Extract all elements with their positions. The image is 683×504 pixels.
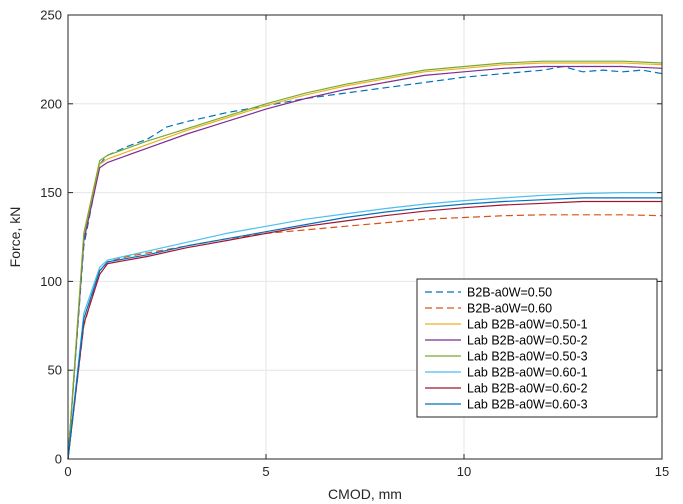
series-line-7 [67,200,662,460]
y-tick-label: 100 [40,274,62,289]
y-axis-label: Force, kN [7,207,23,268]
series-line-5 [67,60,663,460]
legend-label: Lab B2B-a0W=0.50-3 [467,350,588,364]
series-line-8 [67,197,662,460]
x-axis-label: CMOD, mm [328,486,402,502]
legend-label: B2B-a0W=0.50 [467,286,552,300]
series-line-6 [67,192,662,460]
series-line-1 [67,65,663,460]
y-tick-label: 250 [40,8,62,23]
legend-label: Lab B2B-a0W=0.50-2 [467,334,588,348]
x-tick-label: 15 [655,464,669,479]
plot-lines [67,60,663,460]
legend-box [416,278,658,418]
legend-label: Lab B2B-a0W=0.50-1 [467,318,588,332]
x-tick-label: 0 [64,464,71,479]
x-tick-label: 10 [457,464,471,479]
y-tick-label: 0 [55,452,62,467]
y-tick-label: 50 [48,363,62,378]
series-line-3 [67,62,663,460]
legend-label: Lab B2B-a0W=0.60-1 [467,366,588,380]
legend-label: Lab B2B-a0W=0.60-3 [467,398,588,412]
legend-label: Lab B2B-a0W=0.60-2 [467,382,588,396]
axes-box [67,14,663,460]
series-line-4 [67,65,663,460]
y-tick-label: 150 [40,185,62,200]
x-tick-label: 5 [262,464,269,479]
legend: B2B-a0W=0.50 B2B-a0W=0.60 Lab B2B-a0W=0.50… [416,278,658,418]
legend-label: B2B-a0W=0.60 [467,302,552,316]
y-tick-label: 200 [40,96,62,111]
